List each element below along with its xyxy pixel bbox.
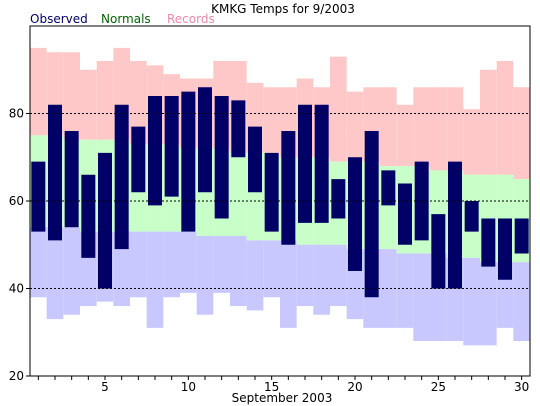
record-low-band-6 xyxy=(113,231,130,306)
record-low-band-1 xyxy=(30,227,47,298)
chart-title: KMKG Temps for 9/2003 xyxy=(211,2,355,16)
record-low-band-14 xyxy=(246,240,264,311)
observed-bar-26 xyxy=(448,161,462,289)
legend-records: Records xyxy=(167,12,215,26)
record-low-band-18 xyxy=(313,244,330,315)
record-low-band-7 xyxy=(130,231,147,298)
x-tick-label-30: 30 xyxy=(514,380,529,394)
record-low-band-19 xyxy=(330,244,347,306)
gridlines xyxy=(30,113,530,289)
observed-bar-25 xyxy=(431,214,446,289)
observed-bar-7 xyxy=(131,126,146,193)
observed-bar-27 xyxy=(464,201,479,232)
record-low-band-12 xyxy=(213,236,230,293)
record-low-band-11 xyxy=(196,236,214,315)
record-low-band-8 xyxy=(146,231,164,328)
record-low-band-23 xyxy=(396,253,414,328)
record-high-band-7 xyxy=(130,61,147,145)
observed-bar-3 xyxy=(64,131,79,228)
observed-bar-8 xyxy=(148,96,162,206)
observed-bar-9 xyxy=(164,96,179,197)
plot-area xyxy=(30,47,530,346)
x-tick-label-10: 10 xyxy=(181,380,196,394)
record-low-band-16 xyxy=(280,240,297,328)
legend-observed: Observed xyxy=(30,12,88,26)
observed-bar-13 xyxy=(231,100,246,158)
record-high-band-26 xyxy=(446,87,464,171)
record-low-band-2 xyxy=(46,227,64,320)
observed-bar-12 xyxy=(214,96,229,219)
observed-bar-10 xyxy=(181,91,196,232)
record-high-band-19 xyxy=(330,56,347,162)
observed-bar-6 xyxy=(114,104,129,250)
record-high-band-3 xyxy=(63,52,80,140)
observed-bar-20 xyxy=(348,157,362,271)
record-low-band-17 xyxy=(296,244,314,306)
record-low-band-15 xyxy=(263,240,280,298)
record-high-band-5 xyxy=(96,61,114,140)
legend-normals: Normals xyxy=(101,12,151,26)
record-low-band-24 xyxy=(413,253,430,341)
record-high-band-22 xyxy=(380,87,397,166)
y-tick-label-80: 80 xyxy=(9,107,24,121)
record-low-band-13 xyxy=(230,236,247,306)
observed-bar-30 xyxy=(514,218,529,254)
record-low-band-10 xyxy=(180,231,197,293)
record-high-band-24 xyxy=(413,87,430,166)
record-high-band-23 xyxy=(396,104,414,166)
observed-bar-28 xyxy=(481,218,496,267)
record-high-band-27 xyxy=(463,109,480,175)
x-tick-label-15: 15 xyxy=(264,380,279,394)
record-low-band-27 xyxy=(463,257,480,346)
observed-bar-1 xyxy=(31,161,46,232)
x-axis-label: September 2003 xyxy=(232,391,333,405)
x-tick-label-5: 5 xyxy=(101,380,109,394)
observed-bar-18 xyxy=(314,104,329,223)
observed-bar-24 xyxy=(414,161,429,241)
normal-band-13 xyxy=(230,152,247,236)
observed-bar-4 xyxy=(81,174,96,258)
record-high-band-15 xyxy=(263,87,280,153)
y-tick-label-40: 40 xyxy=(9,282,24,296)
record-high-band-28 xyxy=(480,69,497,175)
y-tick-label-20: 20 xyxy=(9,369,24,383)
x-tick-label-20: 20 xyxy=(347,380,362,394)
record-low-band-3 xyxy=(63,227,80,315)
axes: 20 40 60 80 5 10 15 20 25 30 xyxy=(9,25,531,394)
observed-bar-2 xyxy=(48,104,62,241)
record-high-band-29 xyxy=(496,61,514,175)
observed-bar-5 xyxy=(98,152,112,289)
observed-bar-29 xyxy=(498,218,512,280)
record-low-band-30 xyxy=(513,262,530,341)
observed-bar-15 xyxy=(264,152,279,232)
observed-bar-23 xyxy=(398,183,412,245)
observed-bar-11 xyxy=(198,87,212,193)
observed-bar-14 xyxy=(248,126,262,193)
observed-bar-22 xyxy=(381,170,396,206)
record-high-band-4 xyxy=(80,69,97,140)
record-high-band-30 xyxy=(513,87,530,180)
record-low-band-9 xyxy=(163,231,180,298)
record-low-band-22 xyxy=(380,249,397,328)
record-high-band-20 xyxy=(346,91,364,162)
observed-bar-21 xyxy=(364,131,379,298)
legend: Observed Normals Records xyxy=(30,12,215,26)
observed-bar-17 xyxy=(298,104,312,223)
record-high-band-1 xyxy=(30,47,47,136)
x-tick-label-25: 25 xyxy=(431,380,446,394)
record-low-band-28 xyxy=(480,262,497,346)
y-tick-label-60: 60 xyxy=(9,194,24,208)
observed-bar-16 xyxy=(281,131,296,245)
record-high-band-25 xyxy=(430,87,447,171)
observed-bar-19 xyxy=(331,179,346,219)
